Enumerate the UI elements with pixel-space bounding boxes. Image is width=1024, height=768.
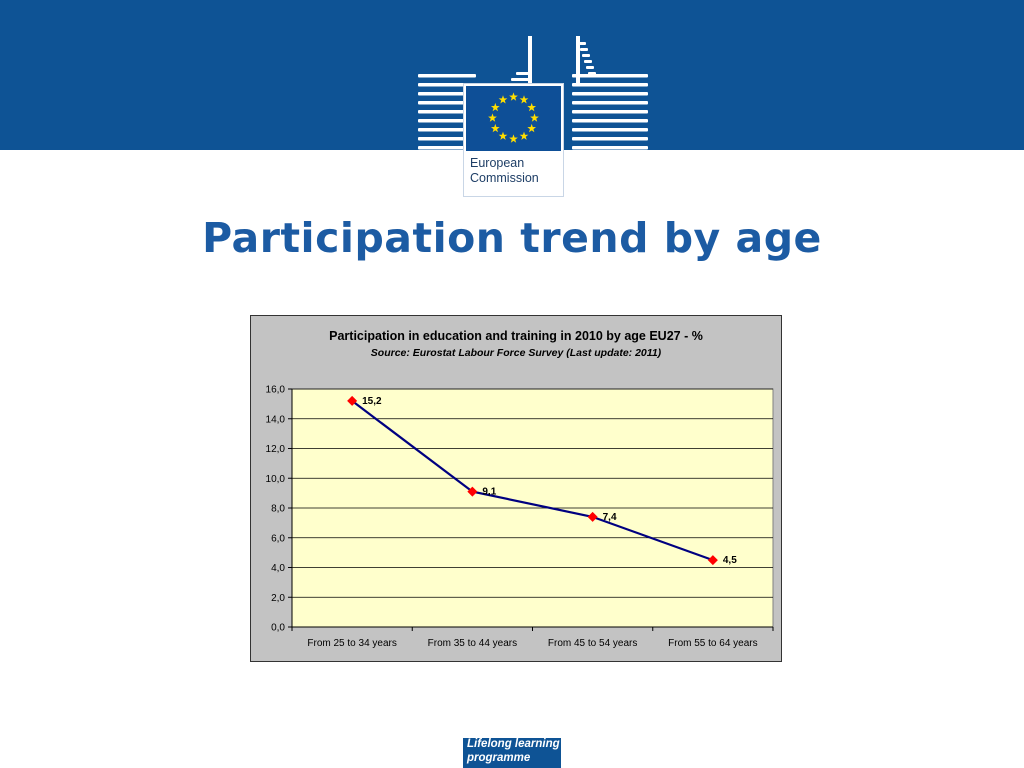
y-tick-label: 4,0 bbox=[271, 563, 285, 574]
line-chart: 0,0 2,0 4,0 6,0 8,0 10,0 12,0 14,0 16,0 From 25 t… bbox=[266, 385, 774, 649]
x-tick-label: From 45 to 54 years bbox=[548, 638, 637, 649]
data-point bbox=[587, 511, 598, 522]
y-tick-label: 14,0 bbox=[266, 414, 286, 425]
star-icon bbox=[509, 92, 518, 101]
eu-flag-icon bbox=[466, 86, 561, 151]
star-icon bbox=[490, 123, 500, 133]
star-icon bbox=[527, 102, 537, 112]
star-icon bbox=[488, 113, 497, 122]
star-icon bbox=[519, 131, 529, 140]
y-tick-label: 12,0 bbox=[266, 444, 286, 455]
x-tick-label: From 35 to 44 years bbox=[428, 638, 517, 649]
data-label: 4,5 bbox=[723, 555, 737, 566]
data-label: 9,1 bbox=[482, 487, 496, 498]
data-label: 15,2 bbox=[362, 396, 382, 407]
logo-text-line2: Commission bbox=[470, 171, 539, 185]
y-tick-label: 10,0 bbox=[266, 474, 286, 485]
footer-logo-line1: Lifelong learning bbox=[467, 738, 560, 750]
star-icon bbox=[490, 102, 500, 112]
chart-subtitle: Source: Eurostat Labour Force Survey (La… bbox=[370, 347, 662, 359]
data-point bbox=[707, 555, 718, 566]
y-tick-label: 16,0 bbox=[266, 385, 286, 396]
star-icon bbox=[519, 95, 529, 104]
x-tick-label: From 25 to 34 years bbox=[307, 638, 396, 649]
star-icon bbox=[530, 113, 539, 122]
page-title: Participation trend by age bbox=[202, 214, 822, 262]
x-tick-label: From 55 to 64 years bbox=[668, 638, 757, 649]
data-point bbox=[467, 486, 478, 497]
chart-title: Participation in education and training … bbox=[329, 329, 703, 343]
star-icon bbox=[527, 123, 537, 133]
star-icon bbox=[498, 131, 508, 140]
y-tick-label: 8,0 bbox=[271, 504, 285, 515]
lifelong-learning-logo: Lifelong learning programme bbox=[463, 738, 561, 768]
y-tick-label: 2,0 bbox=[271, 593, 285, 604]
data-label: 7,4 bbox=[603, 512, 617, 523]
star-icon bbox=[498, 95, 508, 104]
logo-text-line1: European bbox=[470, 156, 525, 170]
chart-container: 0,0 2,0 4,0 6,0 8,0 10,0 12,0 14,0 16,0 From 25 t… bbox=[250, 315, 782, 662]
series-line bbox=[351, 400, 714, 562]
footer-logo-line2: programme bbox=[467, 752, 531, 764]
commission-logo-card: European Commission bbox=[463, 83, 564, 197]
star-icon bbox=[509, 134, 518, 143]
y-tick-label: 6,0 bbox=[271, 533, 285, 544]
y-tick-label: 0,0 bbox=[271, 623, 285, 634]
data-point bbox=[347, 395, 358, 406]
